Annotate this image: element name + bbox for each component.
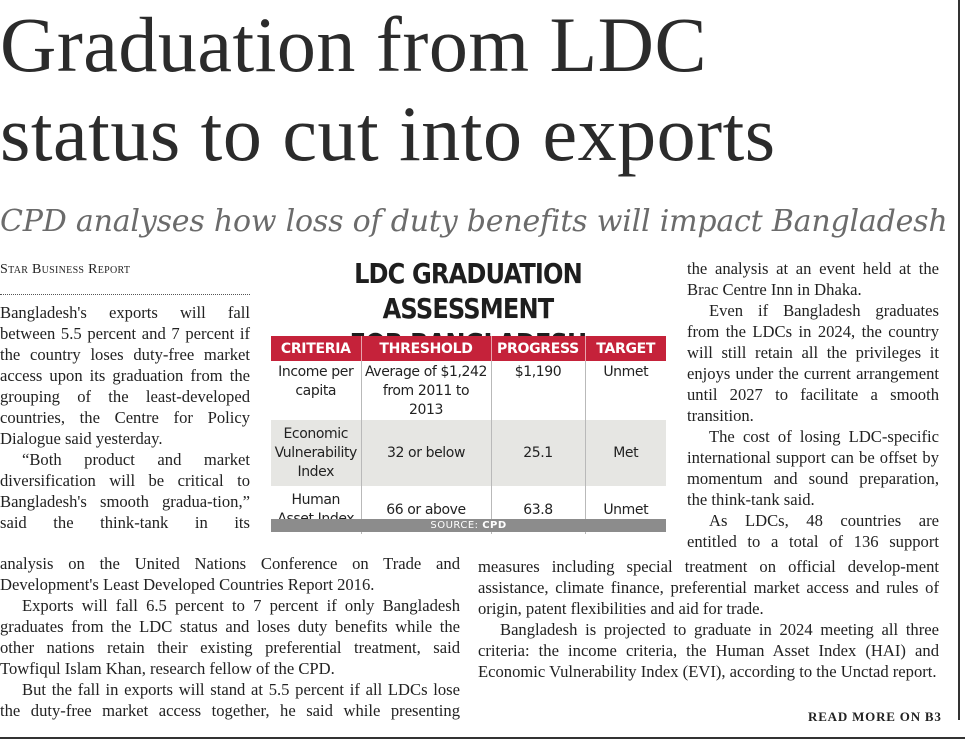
header-threshold: THRESHOLD bbox=[360, 336, 491, 361]
table-header-row: CRITERIA THRESHOLD PROGRESS TARGET bbox=[271, 336, 666, 361]
subheadline: CPD analyses how loss of duty benefits w… bbox=[0, 204, 948, 239]
paragraph-4: But the fall in exports will stand at 5.… bbox=[0, 680, 460, 720]
header-target: TARGET bbox=[584, 336, 666, 361]
headline: Graduation from LDC status to cut into e… bbox=[0, 0, 960, 178]
cell-threshold: 32 or below bbox=[360, 420, 491, 486]
read-more-link[interactable]: READ MORE ON B3 bbox=[808, 709, 942, 724]
paragraph-6: The cost of losing LDC-specific internat… bbox=[687, 427, 939, 509]
paragraph-8: Bangladesh is projected to graduate in 2… bbox=[478, 620, 939, 681]
headline-line-1: Graduation from LDC bbox=[0, 1, 708, 88]
paragraph-1: Bangladesh's exports will fall between 5… bbox=[0, 303, 250, 448]
headline-line-2: status to cut into exports bbox=[0, 90, 776, 177]
byline-divider bbox=[0, 294, 250, 295]
cell-target: Unmet bbox=[584, 361, 666, 420]
source-name: CPD bbox=[482, 520, 507, 531]
column-wide-right: measures including special treatment on … bbox=[478, 556, 939, 682]
cell-threshold: Average of $1,242 from 2011 to 2013 bbox=[360, 361, 491, 420]
paragraph-7-end: measures including special treatment on … bbox=[478, 557, 939, 618]
paragraph-7-start: As LDCs, 48 countries are entitled to a … bbox=[687, 511, 939, 551]
infographic: LDC GRADUATION ASSESSMENT FOR BANGLADESH… bbox=[268, 256, 668, 534]
table-row: Income per capita Average of $1,242 from… bbox=[271, 361, 666, 420]
infographic-title-line-1: LDC GRADUATION ASSESSMENT bbox=[354, 257, 583, 325]
column-divider bbox=[958, 0, 960, 720]
paragraph-3: Exports will fall 6.5 percent to 7 perce… bbox=[0, 596, 460, 678]
source-label: SOURCE: bbox=[430, 520, 483, 531]
paragraph-2-start: “Both product and market diversification… bbox=[0, 450, 250, 532]
byline: Star Business Report bbox=[0, 262, 131, 277]
column-wide-left: analysis on the United Nations Conferenc… bbox=[0, 553, 460, 721]
table-row: Economic Vulnerability Index 32 or below… bbox=[271, 420, 666, 486]
paragraph-4-end: the analysis at an event held at the Bra… bbox=[687, 259, 939, 299]
source-credit: SOURCE: CPD bbox=[271, 519, 666, 532]
cell-target: Met bbox=[584, 420, 666, 486]
header-progress: PROGRESS bbox=[490, 336, 585, 361]
cell-criteria: Income per capita bbox=[271, 361, 361, 420]
column-right: the analysis at an event held at the Bra… bbox=[687, 258, 939, 552]
header-criteria: CRITERIA bbox=[271, 336, 361, 361]
page-bottom-rule bbox=[0, 737, 965, 739]
paragraph-2-end: analysis on the United Nations Conferenc… bbox=[0, 554, 460, 594]
cell-progress: 25.1 bbox=[490, 420, 585, 486]
assessment-table: CRITERIA THRESHOLD PROGRESS TARGET Incom… bbox=[271, 336, 666, 534]
column-left: Bangladesh's exports will fall between 5… bbox=[0, 302, 250, 533]
cell-progress: $1,190 bbox=[490, 361, 585, 420]
paragraph-5: Even if Bangladesh graduates from the LD… bbox=[687, 301, 939, 425]
cell-criteria: Economic Vulnerability Index bbox=[271, 420, 361, 486]
